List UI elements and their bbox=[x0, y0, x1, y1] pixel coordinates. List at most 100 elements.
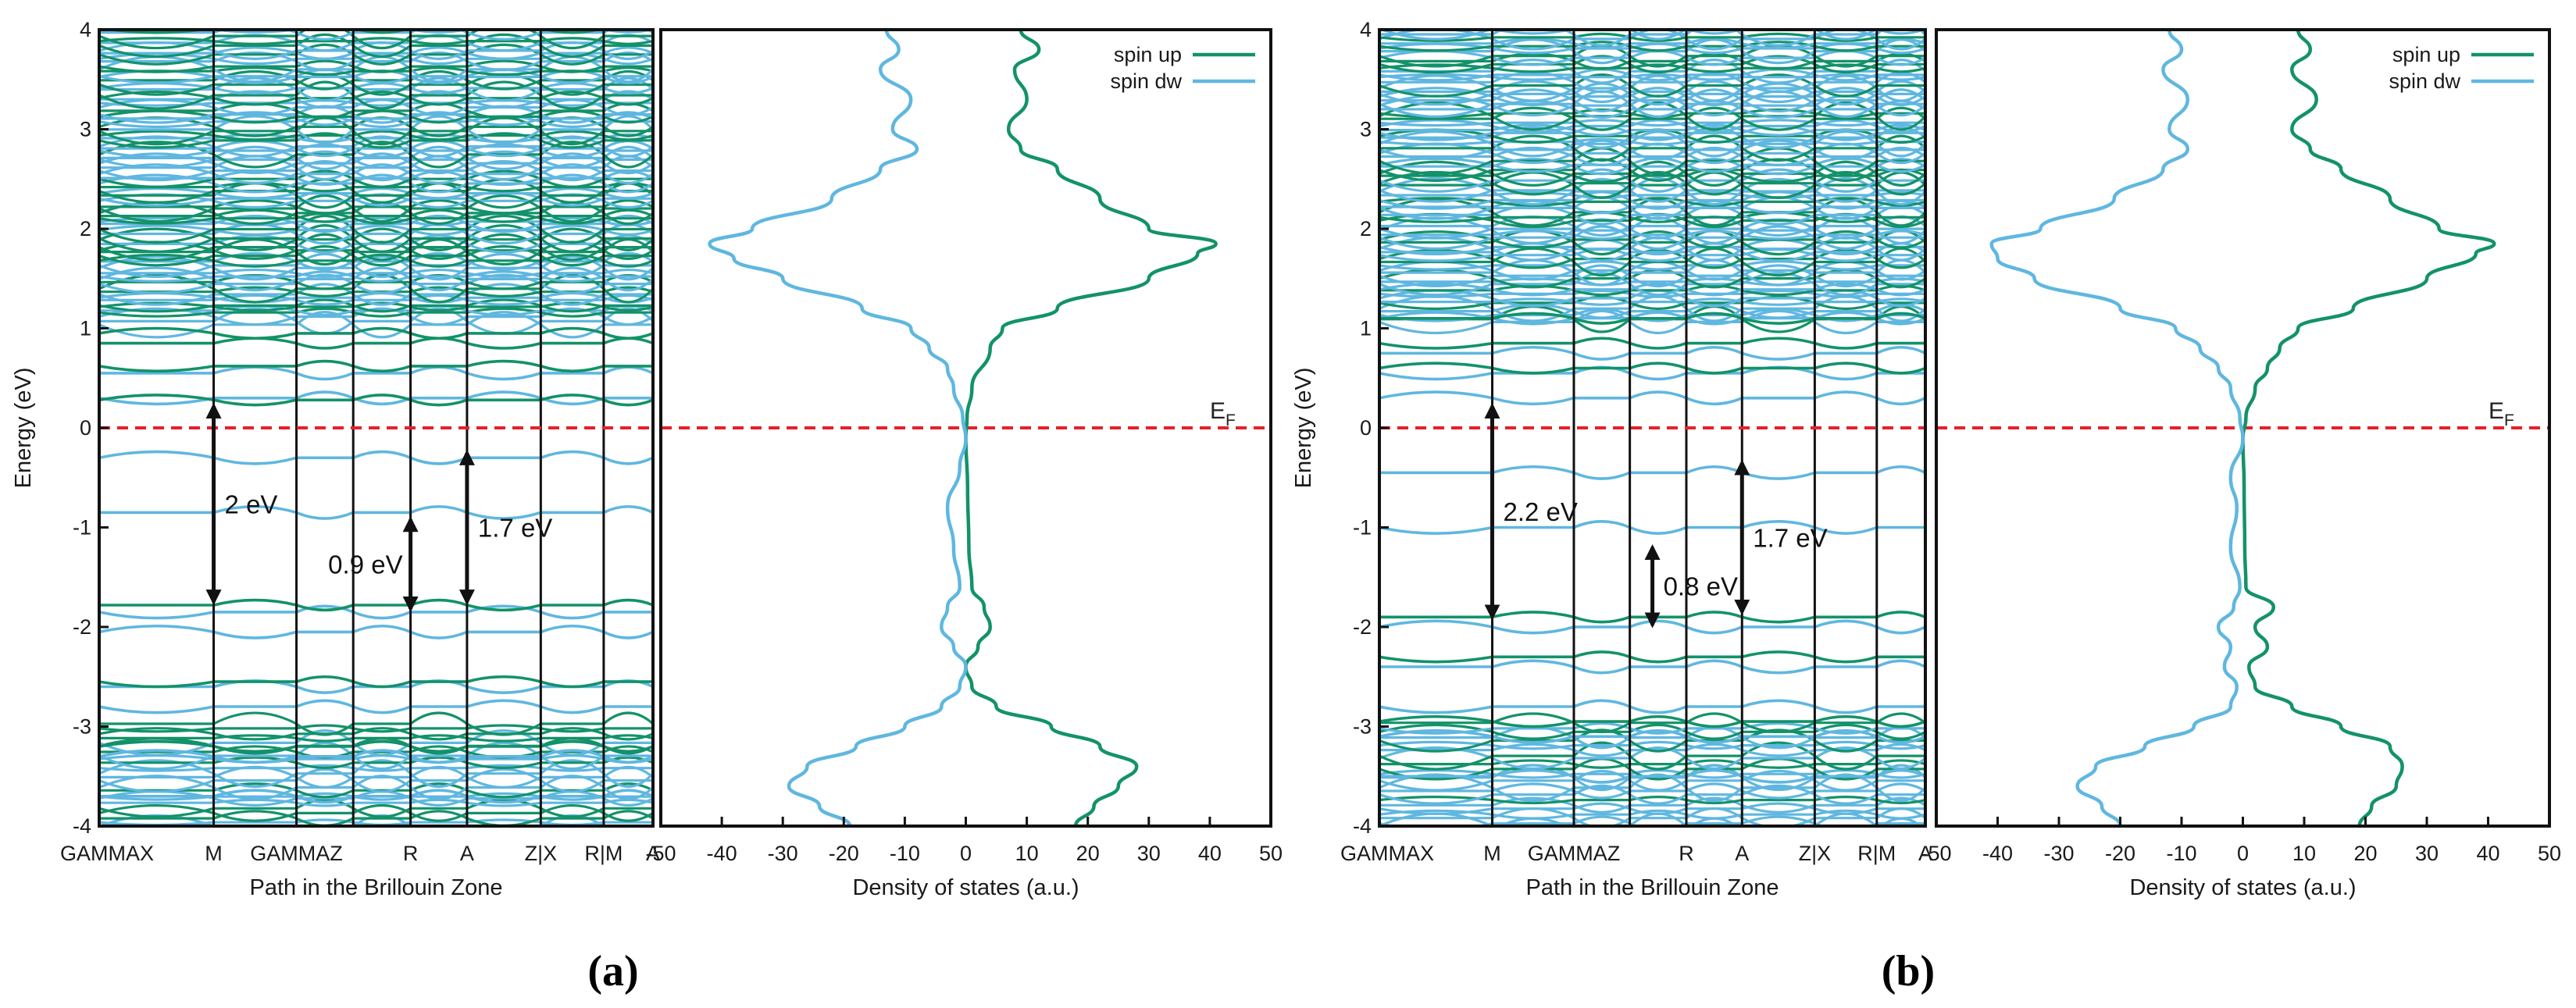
y-tick-label: -1 bbox=[1353, 516, 1372, 540]
band-spin-dw bbox=[1379, 74, 1925, 102]
band-spin-up bbox=[99, 73, 653, 96]
y-tick-label: -4 bbox=[1353, 814, 1372, 838]
y-tick-label: 3 bbox=[80, 118, 91, 141]
band-spin-dw bbox=[99, 273, 653, 294]
band-spin-up bbox=[99, 675, 653, 689]
gap-annotations: 2 eV 0.9 eV 1.7 eV bbox=[205, 402, 552, 613]
x-tick-label: 20 bbox=[2353, 842, 2377, 865]
band-spin-up bbox=[99, 337, 653, 350]
legend-spin-up-label: spin up bbox=[1114, 43, 1182, 66]
k-tick-label: M bbox=[205, 842, 223, 865]
x-tick-label: 10 bbox=[1015, 842, 1039, 865]
band-spin-up bbox=[1379, 728, 1925, 753]
band-spin-dw bbox=[99, 266, 653, 292]
band-spin-up bbox=[1379, 147, 1925, 176]
x-tick-label: 0 bbox=[960, 842, 972, 865]
band-spin-up bbox=[99, 224, 653, 253]
legend-spin-up-label: spin up bbox=[2392, 43, 2460, 66]
band-spin-dw bbox=[99, 699, 653, 714]
band-spin-up bbox=[99, 359, 653, 373]
x-tick-label: -40 bbox=[707, 842, 737, 865]
band-spin-dw bbox=[99, 283, 653, 306]
band-spin-dw bbox=[1379, 215, 1925, 237]
y-tick-label: -3 bbox=[73, 715, 91, 739]
band-spin-up bbox=[99, 194, 653, 223]
band-spin-dw bbox=[1379, 746, 1925, 770]
band-spin-up bbox=[99, 799, 653, 818]
band-spin-dw bbox=[99, 51, 653, 72]
y-tick-label: 2 bbox=[80, 217, 91, 240]
x-axis-label: Density of states (a.u.) bbox=[852, 875, 1079, 900]
band-spin-dw bbox=[1379, 465, 1925, 480]
band-spin-up bbox=[1379, 73, 1925, 98]
x-tick-label: -20 bbox=[829, 842, 859, 865]
band-spin-dw bbox=[1379, 264, 1925, 288]
x-tick-label: 50 bbox=[1259, 842, 1283, 865]
panel-label-b: (b) bbox=[1882, 947, 1935, 996]
y-axis-label: Energy (eV) bbox=[1291, 368, 1316, 489]
y-tick-label: -3 bbox=[1353, 715, 1372, 739]
band-spin-dw bbox=[99, 307, 653, 335]
legend: spin up spin dw bbox=[2389, 43, 2534, 93]
band-spin-dw bbox=[1379, 225, 1925, 251]
band-spin-dw bbox=[99, 255, 653, 281]
band-spin-dw bbox=[1379, 390, 1925, 406]
band-lines bbox=[99, 30, 653, 826]
band-spin-up bbox=[99, 116, 653, 146]
band-spin-up bbox=[1379, 337, 1925, 350]
gap-annotations: 2.2 eV 0.8 eV 1.7 eV bbox=[1484, 402, 1828, 629]
x-tick-label: -30 bbox=[768, 842, 798, 865]
k-tick-label: GAMMAZ bbox=[1528, 842, 1621, 865]
x-tick-label: -20 bbox=[2105, 842, 2135, 865]
band-spin-dw bbox=[99, 163, 653, 184]
x-tick-label: -50 bbox=[645, 842, 676, 865]
band-spin-up bbox=[99, 33, 653, 59]
gap-label: 0.8 eV bbox=[1664, 572, 1738, 601]
fermi-level-label: EF bbox=[2489, 398, 2514, 429]
band-spin-dw bbox=[99, 729, 653, 757]
k-tick-label: A bbox=[460, 842, 474, 865]
band-spin-dw bbox=[99, 624, 653, 639]
y-tick-label: 4 bbox=[80, 18, 91, 41]
x-tick-label: 40 bbox=[2476, 842, 2499, 865]
band-spin-dw bbox=[99, 450, 653, 465]
x-tick-label: 40 bbox=[1198, 842, 1222, 865]
band-spin-dw bbox=[99, 152, 653, 175]
band-lines bbox=[1379, 30, 1925, 826]
band-spin-dw bbox=[99, 311, 653, 339]
band-spin-dw bbox=[1379, 365, 1925, 381]
k-tick-label: Z|X bbox=[1799, 842, 1832, 865]
band-spin-up bbox=[99, 711, 653, 736]
band-spin-up bbox=[99, 178, 653, 204]
gap-label: 1.7 eV bbox=[478, 514, 552, 543]
band-spin-dw bbox=[1497, 817, 1923, 826]
legend: spin up spin dw bbox=[1110, 43, 1255, 93]
band-structure-b: -4 -3 -2 -1 0 1 2 3 4 Energy (eV) GAMMAX M GAMMAZ R A Z… bbox=[1291, 18, 1932, 900]
band-spin-dw bbox=[1379, 30, 1925, 47]
legend-spin-dw-label: spin dw bbox=[1110, 69, 1182, 93]
gap-label: 1.7 eV bbox=[1753, 523, 1827, 552]
k-tick-label: M bbox=[1483, 842, 1501, 865]
fermi-level-label: EF bbox=[1210, 398, 1236, 429]
y-tick-label: 3 bbox=[1360, 118, 1372, 141]
dos-spin-dw-line bbox=[1989, 29, 2245, 827]
band-spin-dw bbox=[1379, 139, 1925, 161]
band-spin-up bbox=[99, 245, 653, 267]
gap-label: 2.2 eV bbox=[1503, 497, 1577, 526]
band-spin-dw bbox=[1379, 218, 1925, 240]
dos-spin-up-line bbox=[964, 29, 1218, 827]
x-tick-label: 10 bbox=[2292, 842, 2316, 865]
band-spin-dw bbox=[1379, 699, 1925, 714]
y-tick-label: 2 bbox=[1360, 217, 1372, 240]
k-tick-label: GAMMAZ bbox=[250, 842, 343, 865]
band-spin-up bbox=[99, 30, 653, 50]
y-tick-label: 1 bbox=[1360, 317, 1372, 340]
band-spin-dw bbox=[1379, 88, 1925, 112]
band-spin-up bbox=[99, 214, 653, 244]
band-spin-dw bbox=[1379, 807, 1925, 826]
y-tick-label: -2 bbox=[73, 615, 91, 639]
band-spin-dw bbox=[99, 505, 653, 520]
x-tick-label: -10 bbox=[890, 842, 920, 865]
y-tick-label: 4 bbox=[1360, 18, 1372, 41]
